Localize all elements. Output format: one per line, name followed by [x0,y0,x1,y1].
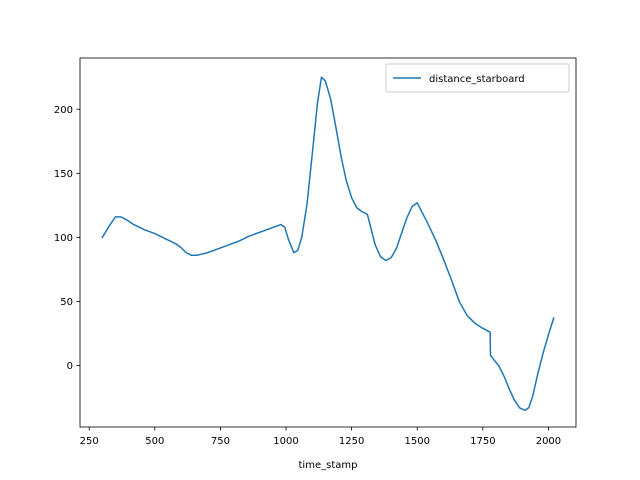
legend: distance_starboard [385,63,570,93]
x-tick-label: 500 [145,436,164,447]
y-tick-label: 200 [54,105,73,116]
x-axis-label: time_stamp [299,460,358,471]
y-tick-label: 100 [54,233,73,244]
x-tick-label: 750 [211,436,230,447]
y-axis-ticks: 0 50 100 150 200 [54,105,80,372]
x-tick-label: 1250 [339,436,364,447]
x-axis-ticks: 250 500 750 1000 1250 1500 1750 2000 [80,427,561,447]
x-tick-label: 2000 [536,436,561,447]
y-tick-label: 50 [60,297,73,308]
y-tick-label: 0 [67,361,73,372]
y-tick-label: 150 [54,169,73,180]
x-tick-label: 250 [80,436,99,447]
legend-label-distance-starboard: distance_starboard [429,74,525,85]
legend-box [385,63,570,93]
x-tick-label: 1750 [470,436,495,447]
x-tick-label: 1500 [405,436,430,447]
axes-frame [79,57,577,428]
x-tick-label: 1000 [273,436,298,447]
series-line-distance-starboard [101,76,555,412]
